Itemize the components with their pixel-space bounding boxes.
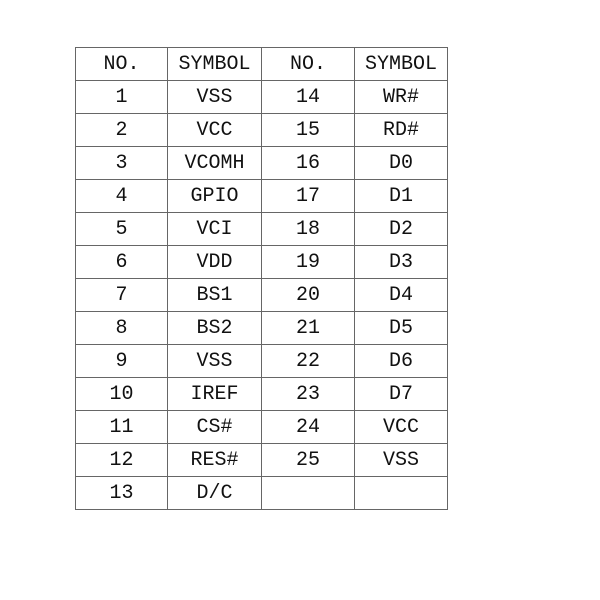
pin-number: 9 (75, 344, 168, 378)
pin-symbol: D7 (354, 377, 448, 411)
pin-number: 8 (75, 311, 168, 345)
pin-number: 15 (261, 113, 355, 147)
table-row: 10 IREF 23 D7 (75, 377, 448, 411)
pin-number: 6 (75, 245, 168, 279)
table-row: 2 VCC 15 RD# (75, 113, 448, 147)
pin-symbol: D1 (354, 179, 448, 213)
table-row: 9 VSS 22 D6 (75, 344, 448, 378)
pin-number: 22 (261, 344, 355, 378)
pin-number: 24 (261, 410, 355, 444)
pin-symbol: D2 (354, 212, 448, 246)
table-row: 13 D/C (75, 476, 448, 510)
pin-number: 4 (75, 179, 168, 213)
pin-symbol: VSS (354, 443, 448, 477)
table-row: 6 VDD 19 D3 (75, 245, 448, 279)
header-no: NO. (75, 47, 168, 81)
pin-symbol: BS1 (167, 278, 262, 312)
pin-symbol: RD# (354, 113, 448, 147)
pin-symbol: VCC (354, 410, 448, 444)
pin-number: 2 (75, 113, 168, 147)
pin-number: 20 (261, 278, 355, 312)
table-row: 1 VSS 14 WR# (75, 80, 448, 114)
pin-symbol: D0 (354, 146, 448, 180)
pin-symbol: VSS (167, 80, 262, 114)
pin-number: 3 (75, 146, 168, 180)
pin-number: 19 (261, 245, 355, 279)
header-no: NO. (261, 47, 355, 81)
pin-symbol: RES# (167, 443, 262, 477)
pin-symbol: D6 (354, 344, 448, 378)
pin-number: 11 (75, 410, 168, 444)
pin-number (261, 476, 355, 510)
pin-symbol: D5 (354, 311, 448, 345)
header-symbol: SYMBOL (167, 47, 262, 81)
table-row: 3 VCOMH 16 D0 (75, 146, 448, 180)
pin-symbol: GPIO (167, 179, 262, 213)
table-row: 8 BS2 21 D5 (75, 311, 448, 345)
pin-symbol: WR# (354, 80, 448, 114)
pin-number: 1 (75, 80, 168, 114)
pin-number: 25 (261, 443, 355, 477)
pin-number: 17 (261, 179, 355, 213)
pin-number: 12 (75, 443, 168, 477)
pin-number: 23 (261, 377, 355, 411)
pin-number: 13 (75, 476, 168, 510)
pin-number: 5 (75, 212, 168, 246)
pin-number: 7 (75, 278, 168, 312)
pin-symbol: VCOMH (167, 146, 262, 180)
pin-symbol: VDD (167, 245, 262, 279)
header-symbol: SYMBOL (354, 47, 448, 81)
table-row: 7 BS1 20 D4 (75, 278, 448, 312)
table-row: 12 RES# 25 VSS (75, 443, 448, 477)
pin-symbol: BS2 (167, 311, 262, 345)
pin-number: 21 (261, 311, 355, 345)
pin-symbol: VSS (167, 344, 262, 378)
table-row: 5 VCI 18 D2 (75, 212, 448, 246)
pin-symbol: VCI (167, 212, 262, 246)
pin-number: 14 (261, 80, 355, 114)
header-row: NO. SYMBOL NO. SYMBOL (75, 47, 448, 81)
pin-symbol: VCC (167, 113, 262, 147)
pin-symbol: D/C (167, 476, 262, 510)
table-row: 4 GPIO 17 D1 (75, 179, 448, 213)
pin-symbol (354, 476, 448, 510)
pin-number: 18 (261, 212, 355, 246)
table-row: 11 CS# 24 VCC (75, 410, 448, 444)
pin-symbol: CS# (167, 410, 262, 444)
pin-table: NO. SYMBOL NO. SYMBOL 1 VSS 14 WR# 2 VCC 15 RD#… (75, 47, 448, 510)
pin-number: 10 (75, 377, 168, 411)
pin-symbol: D3 (354, 245, 448, 279)
pin-symbol: D4 (354, 278, 448, 312)
pin-symbol: IREF (167, 377, 262, 411)
pin-number: 16 (261, 146, 355, 180)
